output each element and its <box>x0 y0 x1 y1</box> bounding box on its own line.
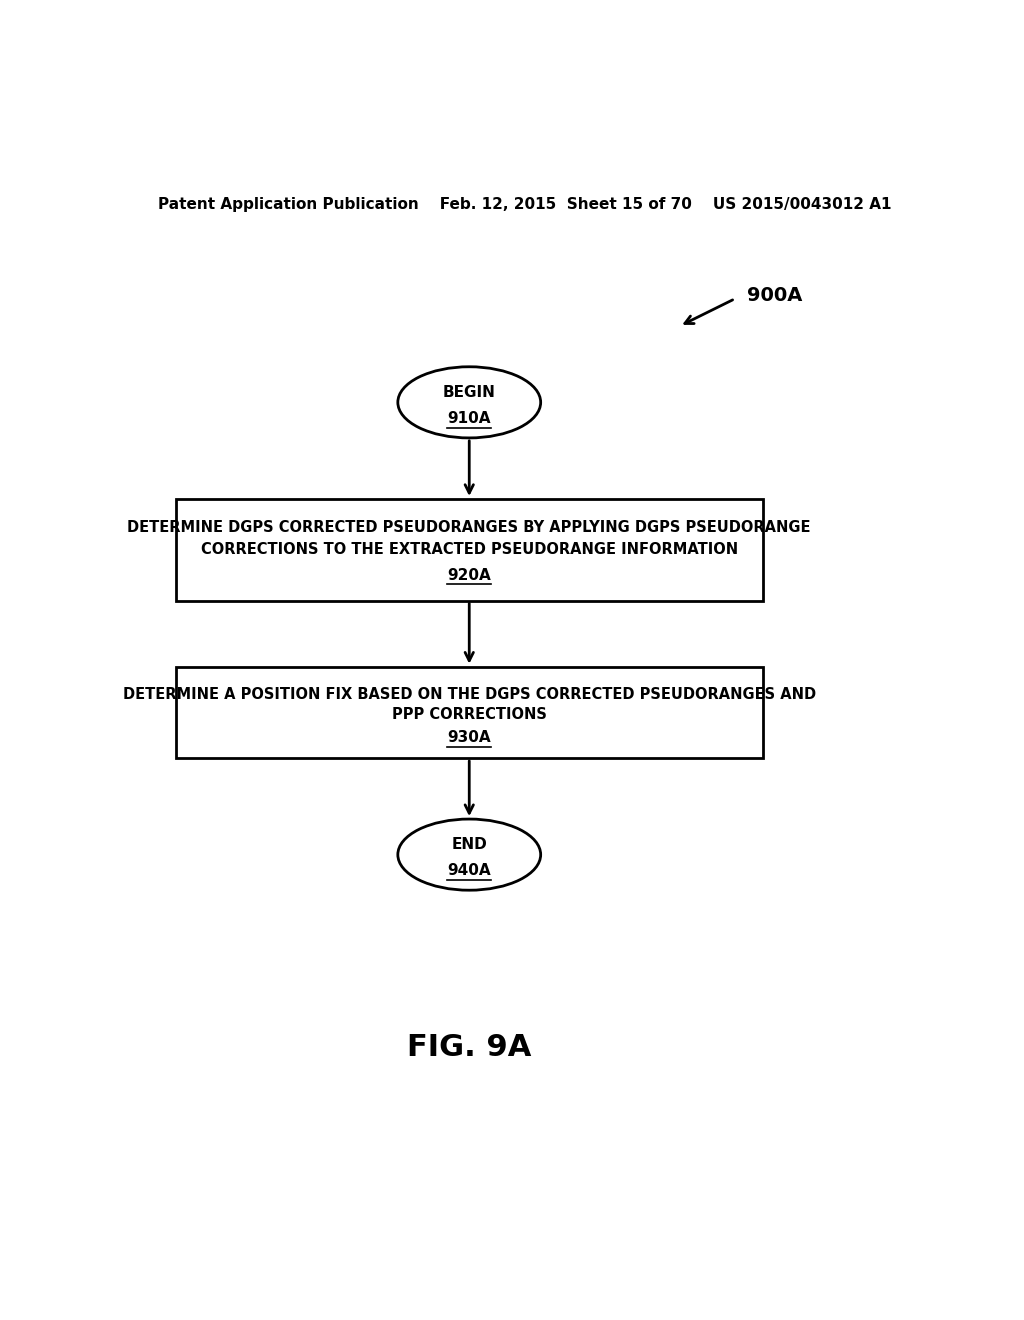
Text: BEGIN: BEGIN <box>442 384 496 400</box>
Text: DETERMINE DGPS CORRECTED PSEUDORANGES BY APPLYING DGPS PSEUDORANGE: DETERMINE DGPS CORRECTED PSEUDORANGES BY… <box>128 520 811 535</box>
Text: CORRECTIONS TO THE EXTRACTED PSEUDORANGE INFORMATION: CORRECTIONS TO THE EXTRACTED PSEUDORANGE… <box>201 543 738 557</box>
Text: 940A: 940A <box>447 863 492 878</box>
Text: PPP CORRECTIONS: PPP CORRECTIONS <box>392 708 547 722</box>
Text: END: END <box>452 837 487 851</box>
Text: FIG. 9A: FIG. 9A <box>408 1034 531 1063</box>
Text: DETERMINE A POSITION FIX BASED ON THE DGPS CORRECTED PSEUDORANGES AND: DETERMINE A POSITION FIX BASED ON THE DG… <box>123 686 816 701</box>
Text: Patent Application Publication    Feb. 12, 2015  Sheet 15 of 70    US 2015/00430: Patent Application Publication Feb. 12, … <box>158 197 892 211</box>
Text: 910A: 910A <box>447 411 490 426</box>
Text: 920A: 920A <box>447 568 492 582</box>
Text: 900A: 900A <box>748 286 803 305</box>
Text: 930A: 930A <box>447 730 492 746</box>
